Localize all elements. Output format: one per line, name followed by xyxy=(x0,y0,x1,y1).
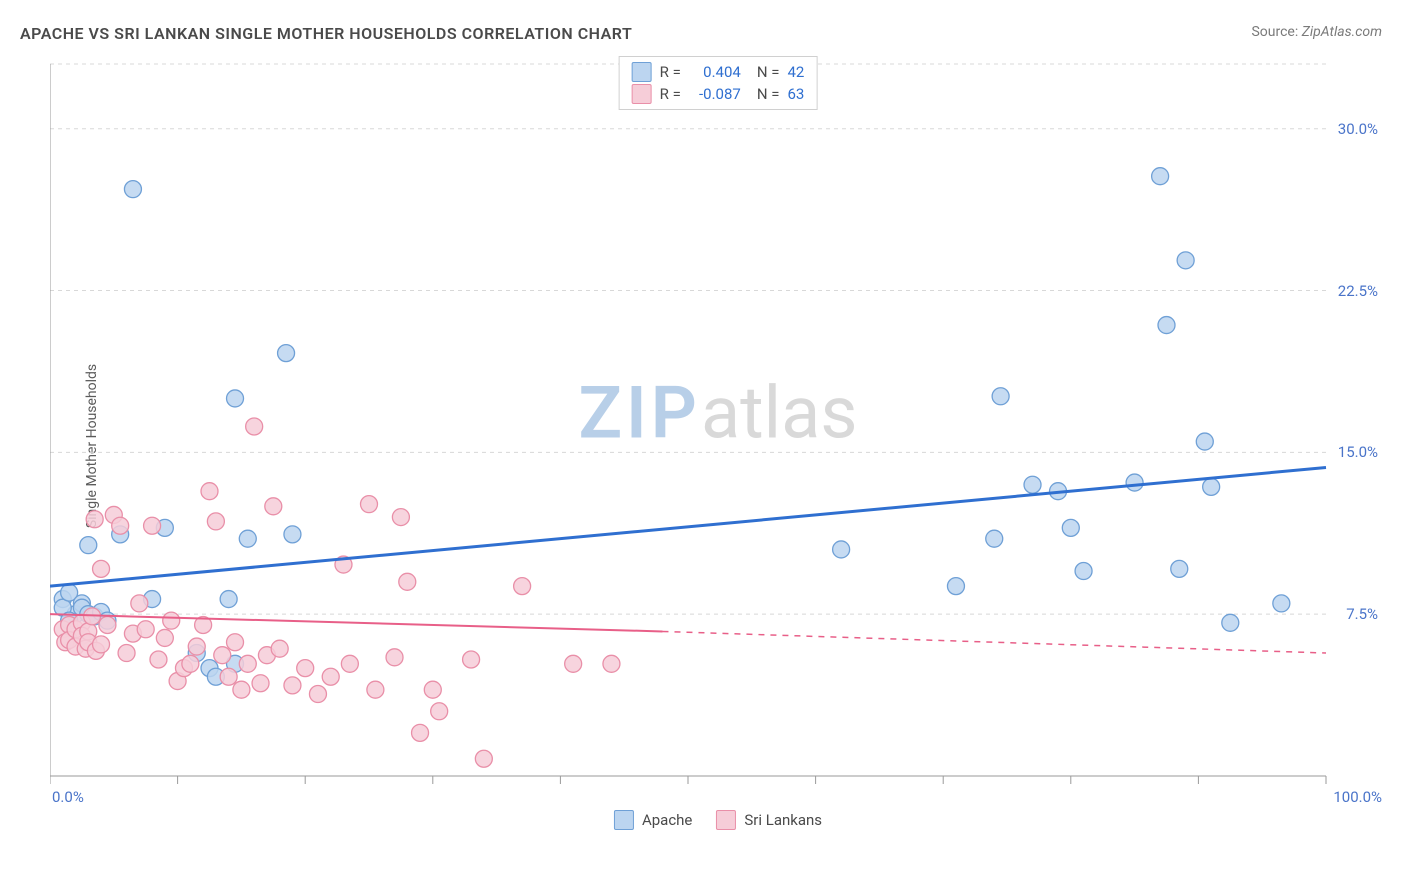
r-label: R = xyxy=(660,61,681,83)
n-value: 42 xyxy=(787,61,804,83)
source-value: ZipAtlas.com xyxy=(1302,24,1382,40)
chart-title: APACHE VS SRI LANKAN SINGLE MOTHER HOUSE… xyxy=(20,24,632,43)
y-tick-label: 22.5% xyxy=(1338,282,1378,300)
legend-swatch xyxy=(632,62,652,82)
legend-swatch xyxy=(632,84,652,104)
series-legend-label: Sri Lankans xyxy=(744,811,822,829)
series-legend-item: Sri Lankans xyxy=(716,810,822,830)
n-value: 63 xyxy=(787,83,804,105)
n-label: N = xyxy=(757,61,780,83)
series-legend-label: Apache xyxy=(642,811,692,829)
scatter-chart xyxy=(50,56,1386,832)
legend-swatch xyxy=(614,810,634,830)
legend-swatch xyxy=(716,810,736,830)
chart-area: ZIPatlas R = 0.404 N = 42 R = -0.087 N =… xyxy=(50,56,1386,832)
r-value: 0.404 xyxy=(689,61,741,83)
n-label: N = xyxy=(757,83,780,105)
x-tick-label: 100.0% xyxy=(1333,788,1382,806)
y-tick-label: 15.0% xyxy=(1338,443,1378,461)
series-legend-item: Apache xyxy=(614,810,692,830)
correlation-legend-row: R = -0.087 N = 63 xyxy=(632,83,805,105)
x-tick-label: 0.0% xyxy=(52,788,84,806)
r-value: -0.087 xyxy=(689,83,741,105)
series-legend: Apache Sri Lankans xyxy=(614,810,822,830)
r-label: R = xyxy=(660,83,681,105)
correlation-legend-row: R = 0.404 N = 42 xyxy=(632,61,805,83)
correlation-legend: R = 0.404 N = 42 R = -0.087 N = 63 xyxy=(619,56,818,110)
y-tick-label: 7.5% xyxy=(1346,605,1378,623)
y-tick-label: 30.0% xyxy=(1338,120,1378,138)
source-label: Source: xyxy=(1251,24,1298,40)
source-attribution: Source: ZipAtlas.com xyxy=(1251,24,1382,40)
